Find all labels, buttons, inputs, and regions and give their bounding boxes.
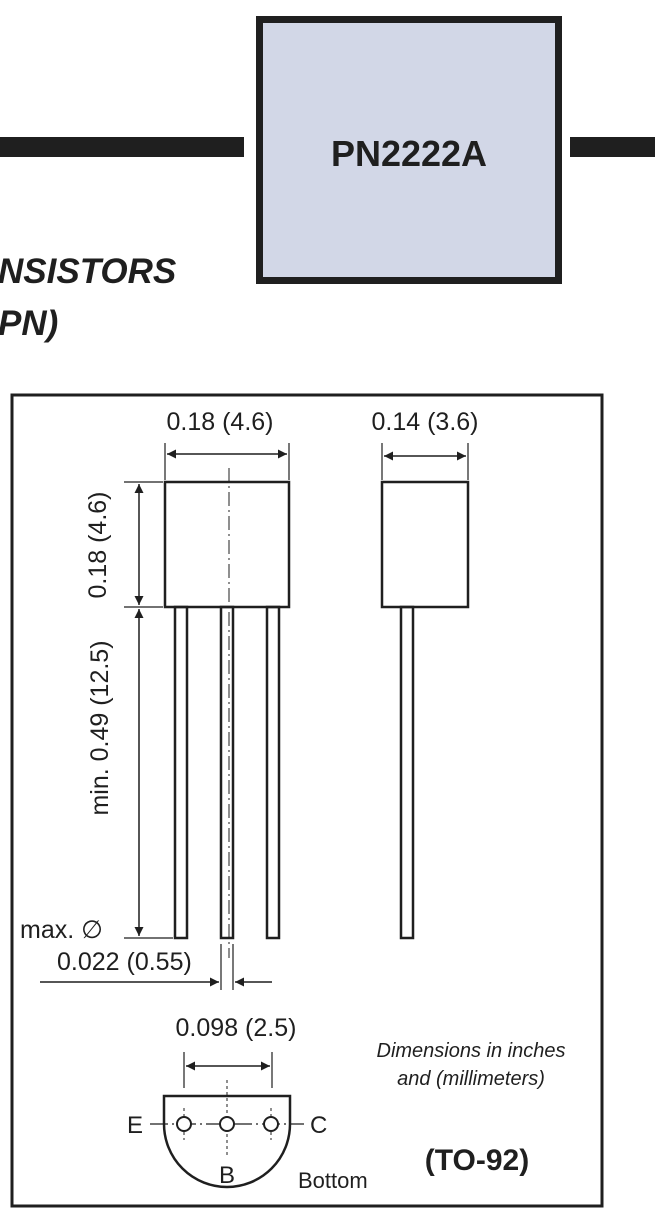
body-width-label: 0.18 (4.6)	[166, 408, 273, 436]
title-line-1: NSISTORS	[0, 252, 177, 291]
body-depth-label: 0.14 (3.6)	[371, 408, 478, 436]
lead-diameter-prefix: max. ∅	[20, 916, 103, 944]
lead-left	[173, 605, 189, 940]
header-rule-right	[570, 137, 655, 157]
front-body-outline	[163, 480, 291, 609]
pin-b-label: B	[219, 1162, 235, 1189]
drawing-frame	[10, 393, 604, 1208]
bottom-label: Bottom	[298, 1168, 368, 1193]
pin-c-circle	[263, 1116, 279, 1132]
package-label: (TO-92)	[425, 1144, 529, 1177]
pin-c-label: C	[310, 1112, 327, 1139]
pin-e-label: E	[127, 1112, 143, 1139]
side-lead	[399, 605, 415, 940]
pin-e-circle	[176, 1116, 192, 1132]
header-rule-left	[0, 137, 244, 157]
bottom-view-outline	[162, 1094, 292, 1189]
units-note-line-2: and (millimeters)	[397, 1068, 545, 1090]
lead-spacing-label: 0.098 (2.5)	[176, 1014, 297, 1042]
lead-diameter-label: 0.022 (0.55)	[57, 948, 192, 976]
lead-center	[219, 605, 235, 940]
side-body-outline	[380, 480, 470, 609]
pin-b-circle	[219, 1116, 235, 1132]
lead-right	[265, 605, 281, 940]
units-note-line-1: Dimensions in inches	[377, 1040, 566, 1062]
part-number-box: PN2222A	[256, 16, 562, 284]
lead-length-label: min. 0.49 (12.5)	[86, 640, 114, 815]
part-number: PN2222A	[330, 133, 488, 174]
body-height-label: 0.18 (4.6)	[84, 491, 112, 598]
title-line-2: PN)	[0, 304, 59, 343]
